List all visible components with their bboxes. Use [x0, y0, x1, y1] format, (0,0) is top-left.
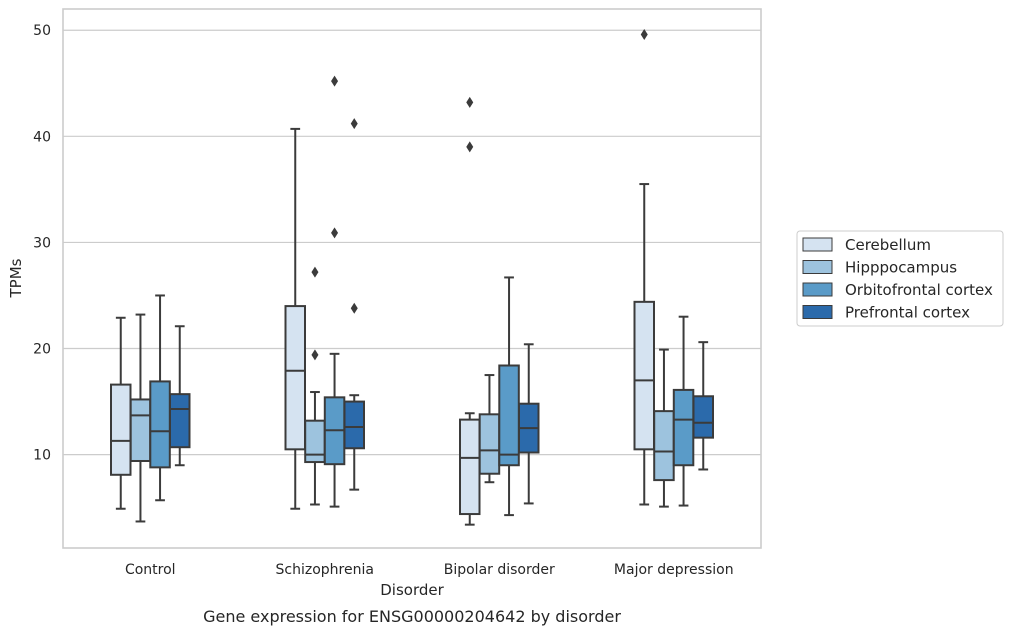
- x-tick-label: Bipolar disorder: [444, 562, 555, 578]
- iqr-box: [110, 383, 132, 476]
- box-hipppocampus: [653, 348, 675, 508]
- box-cerebellum: [284, 127, 306, 510]
- box-orbitofrontal-cortex: [672, 315, 695, 507]
- box-prefrontal-cortex: [343, 118, 365, 491]
- legend-swatch: [802, 282, 833, 297]
- box-cerebellum: [459, 96, 481, 526]
- box-prefrontal-cortex: [518, 343, 540, 505]
- x-tick-labels: Control Schizophrenia Bipolar disorder Majo…: [125, 562, 734, 578]
- iqr-box: [672, 388, 695, 467]
- outlier-point: [466, 96, 474, 108]
- box-cerebellum: [110, 316, 132, 510]
- x-tick-label: Control: [125, 562, 176, 578]
- iqr-box: [304, 419, 326, 464]
- iqr-box: [653, 410, 675, 482]
- legend-label: Orbitofrontal cortex: [845, 281, 993, 299]
- y-axis-title: TPMs: [7, 258, 25, 298]
- outlier-point: [311, 349, 319, 361]
- box-prefrontal-cortex: [692, 341, 714, 471]
- iqr-box: [633, 300, 655, 451]
- iqr-box: [149, 380, 171, 469]
- x-tick-label: Major depression: [614, 562, 734, 578]
- x-tick-label: Schizophrenia: [276, 562, 374, 578]
- legend-swatch: [802, 237, 833, 252]
- outlier-point: [331, 75, 339, 87]
- box-hipppocampus: [129, 313, 152, 523]
- box-cerebellum: [633, 28, 655, 506]
- iqr-box: [692, 395, 714, 439]
- box-prefrontal-cortex: [169, 325, 191, 467]
- legend-swatch: [802, 260, 833, 274]
- y-tick-label: 50: [33, 23, 51, 39]
- iqr-box: [478, 413, 501, 475]
- legend-label: Hipppocampus: [845, 259, 957, 277]
- y-tick-label: 20: [33, 342, 51, 358]
- plot-area-frame: [62, 8, 762, 549]
- iqr-box: [343, 400, 365, 450]
- legend-frame: [796, 230, 1004, 327]
- iqr-box: [169, 393, 191, 449]
- iqr-box: [459, 418, 481, 516]
- box-orbitofrontal-cortex: [498, 276, 520, 517]
- y-tick-label: 40: [33, 129, 51, 145]
- box-groups: [110, 28, 714, 526]
- legend-label: Cerebellum: [845, 236, 931, 254]
- iqr-box: [284, 305, 306, 451]
- box-hipppocampus: [304, 266, 326, 506]
- box-hipppocampus: [478, 374, 501, 484]
- y-tick-label: 30: [33, 235, 51, 251]
- outlier-point: [466, 141, 474, 153]
- x-axis-title: Disorder: [380, 581, 444, 599]
- iqr-box: [129, 398, 152, 462]
- y-tick-label: 10: [33, 448, 51, 464]
- y-tick-labels: 10 20 30 40 50: [33, 23, 51, 463]
- figure-caption: Gene expression for ENSG00000204642 by d…: [203, 607, 621, 626]
- box-orbitofrontal-cortex: [323, 75, 346, 508]
- legend: Cerebellum Hipppocampus Orbitofrontal cort…: [796, 230, 1004, 327]
- box-orbitofrontal-cortex: [149, 294, 171, 502]
- legend-label: Prefrontal cortex: [845, 304, 970, 322]
- outlier-point: [331, 227, 339, 239]
- iqr-box: [498, 364, 520, 467]
- outlier-point: [311, 266, 319, 278]
- outlier-point: [640, 28, 648, 40]
- outlier-point: [350, 118, 358, 130]
- outlier-point: [350, 302, 358, 314]
- legend-swatch: [802, 305, 833, 319]
